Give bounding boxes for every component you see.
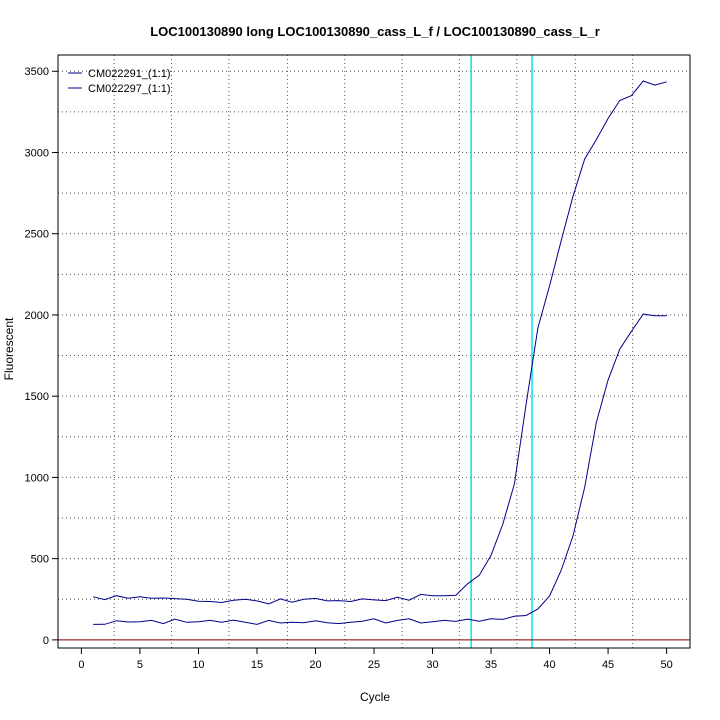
legend-label: CM022291_(1:1)	[88, 68, 171, 80]
x-tick-label: 25	[368, 659, 380, 671]
x-tick-label: 35	[485, 659, 497, 671]
y-axis-label: Fluorescent	[2, 317, 16, 380]
x-tick-label: 15	[251, 659, 263, 671]
x-axis-label: Cycle	[360, 690, 390, 704]
y-tick-label: 3000	[25, 147, 49, 159]
vertical-gridlines	[113, 55, 634, 648]
y-tick-label: 0	[43, 635, 49, 647]
legend: CM022291_(1:1) CM022297_(1:1)	[68, 68, 171, 95]
threshold-lines	[470, 55, 533, 648]
y-tick-label: 1000	[25, 472, 49, 484]
series-line-2	[93, 313, 667, 625]
y-tick-label: 1500	[25, 391, 49, 403]
x-axis: 0 5 10 15 20 25 30 35 40 45 50	[78, 648, 673, 671]
x-tick-label: 20	[309, 659, 321, 671]
y-tick-label: 2500	[25, 229, 49, 241]
horizontal-gridlines	[58, 70, 690, 641]
y-axis: 0 500 1000 1500 2000 2500 3000 3500	[25, 66, 58, 647]
chart-title: LOC100130890 long LOC100130890_cass_L_f …	[150, 24, 600, 39]
x-tick-label: 5	[137, 659, 143, 671]
y-tick-label: 3500	[25, 66, 49, 78]
x-tick-label: 45	[602, 659, 614, 671]
series-line-1	[92, 80, 667, 605]
y-tick-label: 500	[31, 554, 49, 566]
x-tick-label: 30	[426, 659, 438, 671]
x-tick-label: 0	[78, 659, 84, 671]
x-tick-label: 40	[543, 659, 555, 671]
legend-label: CM022297_(1:1)	[88, 83, 171, 95]
x-tick-label: 50	[660, 659, 672, 671]
x-tick-label: 10	[192, 659, 204, 671]
series-lines	[92, 80, 667, 625]
y-tick-label: 2000	[25, 310, 49, 322]
